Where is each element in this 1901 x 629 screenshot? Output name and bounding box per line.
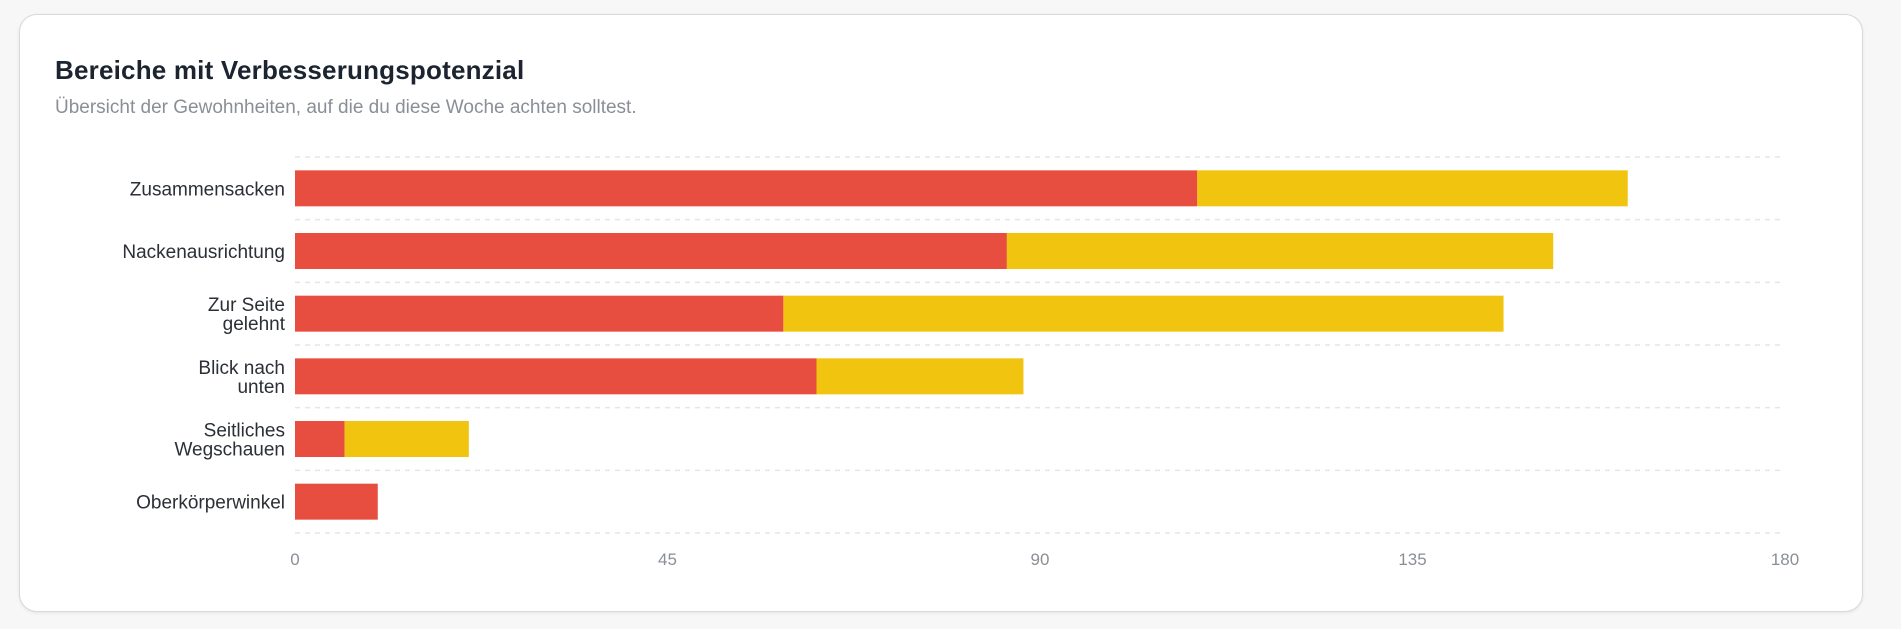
- chart-title: Bereiche mit Verbesserungspotenzial: [55, 55, 525, 85]
- bar-segment: [344, 421, 469, 457]
- bar-segment: [295, 295, 784, 332]
- x-tick-label: 90: [1031, 550, 1050, 569]
- bar-segment: [295, 233, 1007, 269]
- x-tick-label: 45: [658, 550, 677, 569]
- y-tick-label: Oberkörperwinkel: [136, 493, 285, 514]
- bar-segment: [295, 170, 1198, 207]
- bar-segment: [816, 358, 1024, 395]
- bar-segment: [1006, 233, 1554, 269]
- y-tick-label: Zusammensacken: [130, 179, 285, 200]
- bar-segment: [295, 358, 817, 395]
- y-tick-label: Blick nach: [198, 358, 285, 379]
- chart-subtitle: Übersicht der Gewohnheiten, auf die du d…: [55, 97, 637, 118]
- x-tick-label: 180: [1771, 550, 1799, 569]
- bar-segment: [295, 483, 378, 520]
- bar-segment: [1197, 170, 1628, 207]
- stacked-bar-chart: 0 45 90 135 180 Zusammensacken Nackenausrichtu…: [122, 156, 1799, 569]
- y-tick-label: gelehnt: [223, 314, 286, 335]
- y-tick-label: Seitliches: [204, 421, 285, 442]
- y-tick-label: Zur Seite: [208, 295, 285, 316]
- y-tick-label: Wegschauen: [174, 440, 285, 461]
- chart-card: Bereiche mit Verbesserungspotenzial Über…: [19, 14, 1863, 612]
- x-tick-label: 0: [290, 550, 299, 569]
- bar-segment: [295, 421, 345, 457]
- bar-segment: [783, 295, 1504, 332]
- y-tick-label: Nackenausrichtung: [122, 242, 285, 263]
- y-tick-label: unten: [237, 377, 285, 398]
- x-tick-label: 135: [1398, 550, 1426, 569]
